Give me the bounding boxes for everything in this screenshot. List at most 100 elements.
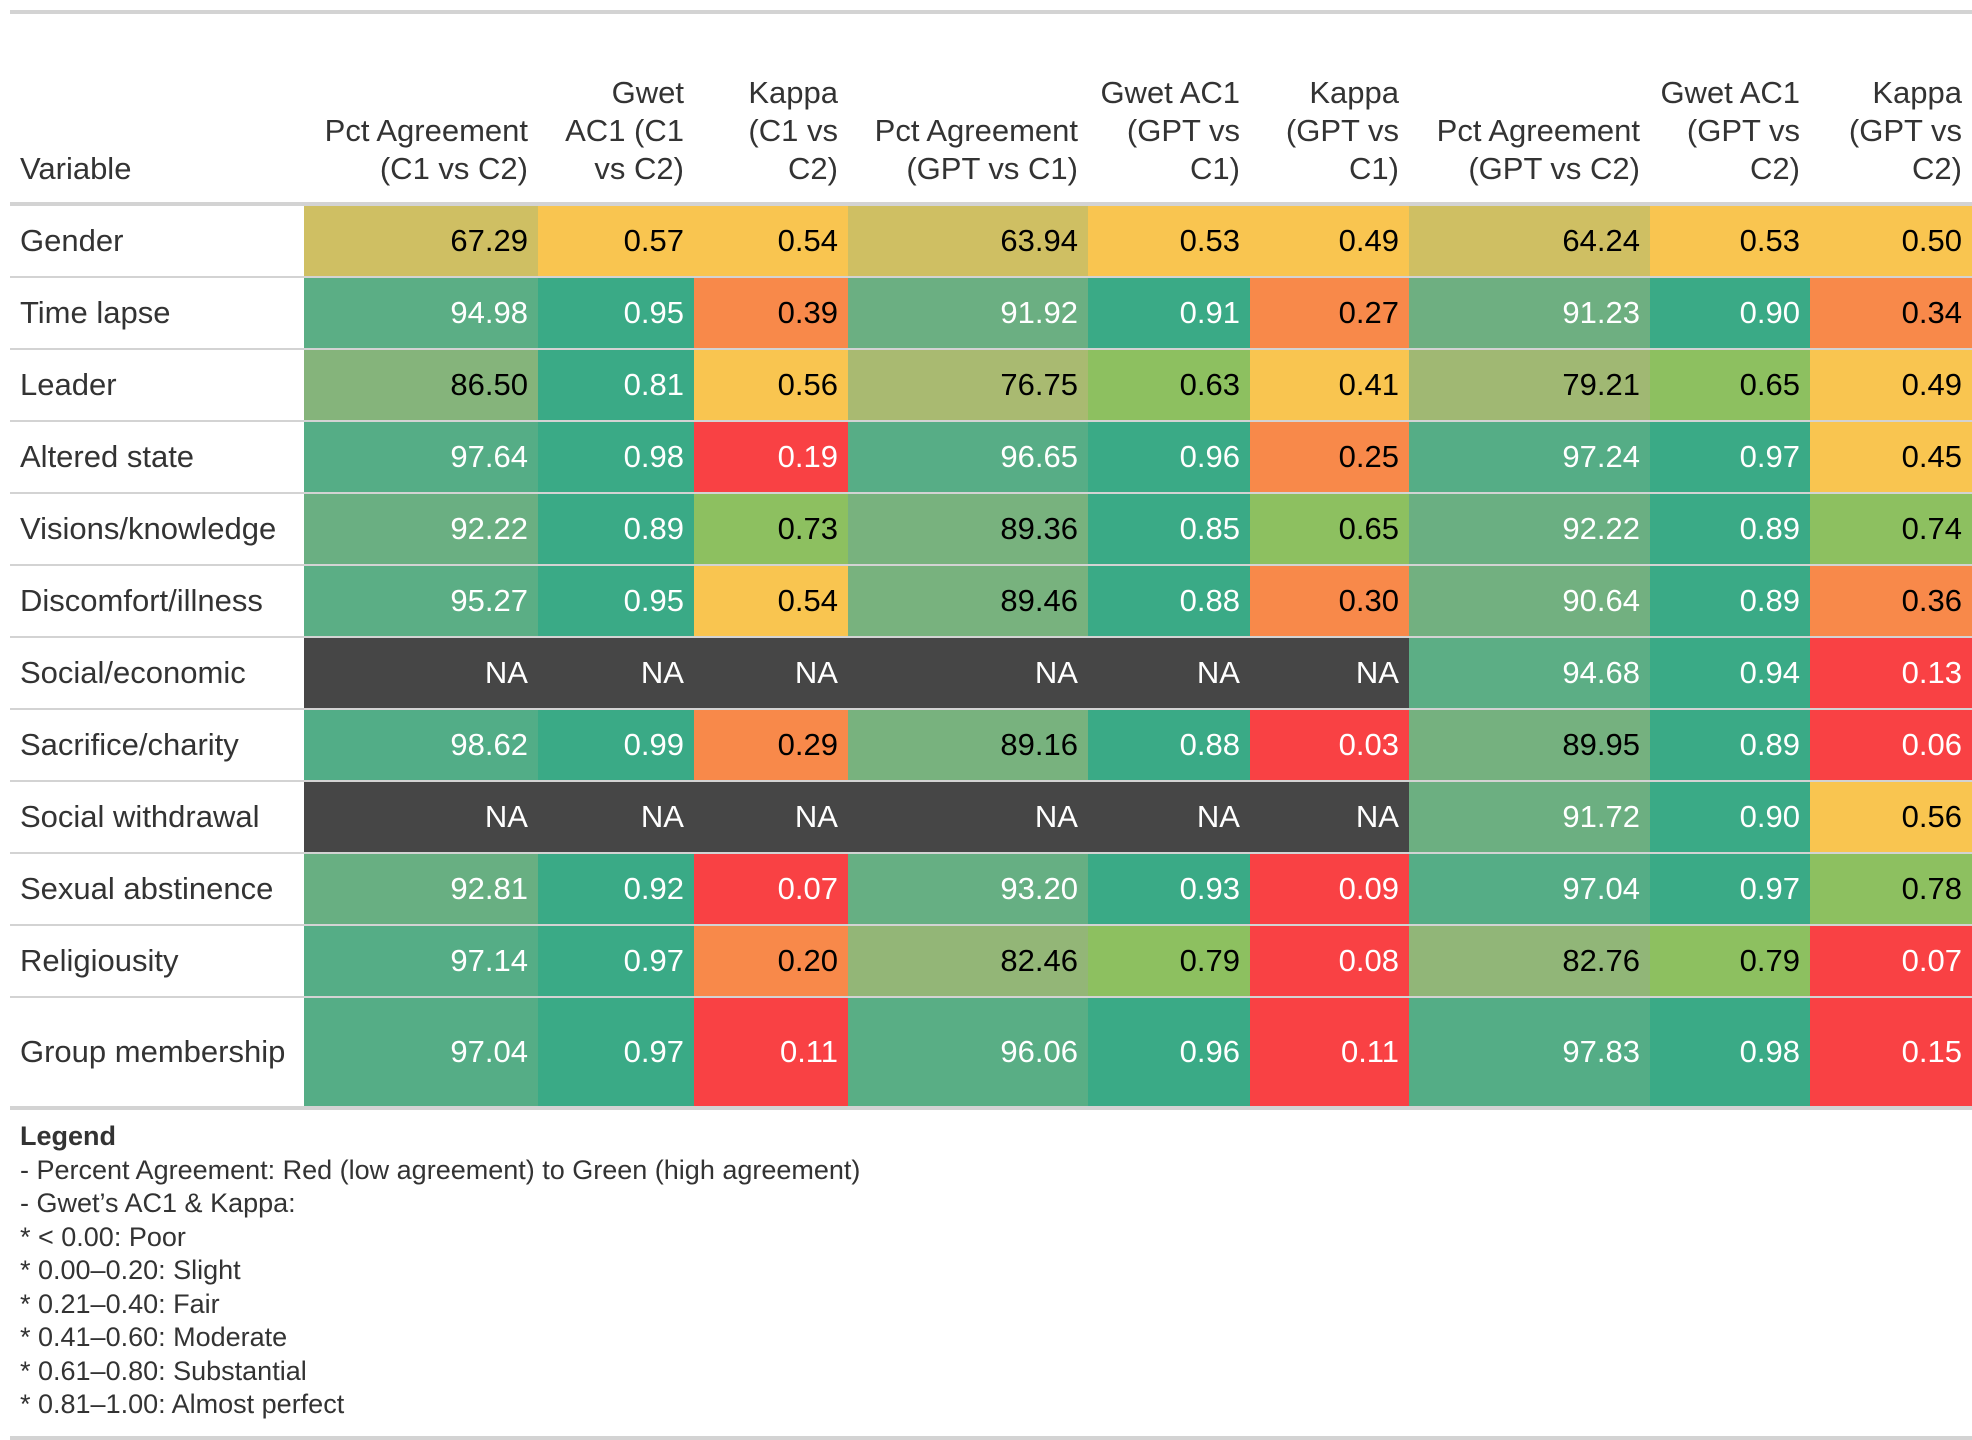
table-row: Religiousity 97.14 0.97 0.20 82.46 0.79 0.08 82… xyxy=(10,925,1972,998)
value-cell: 0.98 xyxy=(538,421,694,494)
value-cell: 76.75 xyxy=(848,349,1088,422)
column-header: Gwet AC1 (GPT vs C1) xyxy=(1100,75,1240,186)
value-cell: 91.92 xyxy=(848,277,1088,350)
value-cell: 89.16 xyxy=(848,709,1088,782)
value-cell: 96.65 xyxy=(848,421,1088,494)
value-cell: 0.74 xyxy=(1810,493,1972,566)
value-cell: NA xyxy=(848,781,1088,854)
value-cell: 0.03 xyxy=(1250,709,1409,782)
value-cell: NA xyxy=(538,637,694,710)
variable-cell: Sacrifice/charity xyxy=(10,709,304,782)
value-cell: 96.06 xyxy=(848,997,1088,1109)
value-cell: 82.76 xyxy=(1409,925,1650,998)
legend-row: Legend - Percent Agreement: Red (low agr… xyxy=(10,1106,1972,1440)
value-cell: 0.56 xyxy=(1810,781,1972,854)
value-cell: 89.36 xyxy=(848,493,1088,566)
value-cell: 92.81 xyxy=(304,853,538,926)
variable-cell: Group membership xyxy=(10,997,304,1109)
value-cell: 97.14 xyxy=(304,925,538,998)
value-cell: 97.24 xyxy=(1409,421,1650,494)
value-cell: 0.85 xyxy=(1088,493,1250,566)
table-row: Time lapse 94.98 0.95 0.39 91.92 0.91 0.27 91.2… xyxy=(10,277,1972,350)
column-header-variable: Variable xyxy=(20,151,132,186)
legend-title: Legend xyxy=(20,1121,117,1151)
value-cell: 0.34 xyxy=(1810,277,1972,350)
table-row: Social/economic NA NA NA NA NA NA 94.68 0.94 0.13 xyxy=(10,637,1972,710)
value-cell: 0.89 xyxy=(1650,565,1810,638)
value-cell: NA xyxy=(1088,781,1250,854)
value-cell: 0.53 xyxy=(1650,204,1810,278)
legend-lines: - Percent Agreement: Red (low agreement)… xyxy=(20,1154,1962,1422)
value-cell: 0.54 xyxy=(694,565,848,638)
variable-cell: Time lapse xyxy=(10,277,304,350)
value-cell: 63.94 xyxy=(848,204,1088,278)
variable-cell: Discomfort/illness xyxy=(10,565,304,638)
value-cell: 89.46 xyxy=(848,565,1088,638)
value-cell: 0.79 xyxy=(1088,925,1250,998)
legend-line: * 0.21–0.40: Fair xyxy=(20,1288,220,1319)
value-cell: NA xyxy=(1250,781,1409,854)
value-cell: 97.64 xyxy=(304,421,538,494)
value-cell: 0.56 xyxy=(694,349,848,422)
value-cell: 0.73 xyxy=(694,493,848,566)
value-cell: 0.94 xyxy=(1650,637,1810,710)
value-cell: 0.98 xyxy=(1650,997,1810,1109)
value-cell: 0.41 xyxy=(1250,349,1409,422)
value-cell: 92.22 xyxy=(1409,493,1650,566)
value-cell: 0.97 xyxy=(1650,421,1810,494)
value-cell: 97.83 xyxy=(1409,997,1650,1109)
value-cell: 0.49 xyxy=(1250,204,1409,278)
value-cell: 0.07 xyxy=(694,853,848,926)
value-cell: 0.97 xyxy=(538,997,694,1109)
value-cell: 0.15 xyxy=(1810,997,1972,1109)
value-cell: 0.49 xyxy=(1810,349,1972,422)
variable-cell: Social withdrawal xyxy=(10,781,304,854)
value-cell: 64.24 xyxy=(1409,204,1650,278)
value-cell: 0.89 xyxy=(1650,709,1810,782)
value-cell: 0.90 xyxy=(1650,781,1810,854)
table-row: Group membership 97.04 0.97 0.11 96.06 0.96 0.… xyxy=(10,997,1972,1109)
column-header: Gwet AC1 (GPT vs C2) xyxy=(1660,75,1800,186)
value-cell: 0.92 xyxy=(538,853,694,926)
value-cell: 0.39 xyxy=(694,277,848,350)
column-header: Pct Agreement (C1 vs C2) xyxy=(324,113,528,186)
value-cell: 0.97 xyxy=(1650,853,1810,926)
value-cell: 0.89 xyxy=(1650,493,1810,566)
value-cell: 0.65 xyxy=(1250,493,1409,566)
value-cell: 0.45 xyxy=(1810,421,1972,494)
value-cell: 0.91 xyxy=(1088,277,1250,350)
value-cell: 79.21 xyxy=(1409,349,1650,422)
value-cell: 0.93 xyxy=(1088,853,1250,926)
value-cell: 0.09 xyxy=(1250,853,1409,926)
value-cell: 0.79 xyxy=(1650,925,1810,998)
value-cell: 0.99 xyxy=(538,709,694,782)
legend-line: * 0.00–0.20: Slight xyxy=(20,1255,241,1285)
variable-cell: Social/economic xyxy=(10,637,304,710)
value-cell: NA xyxy=(304,781,538,854)
agreement-table: Variable Pct Agreement (C1 vs C2) Gwet AC1… xyxy=(10,10,1972,1440)
value-cell: 0.54 xyxy=(694,204,848,278)
table-row: Sexual abstinence 92.81 0.92 0.07 93.20 0.93 0… xyxy=(10,853,1972,926)
value-cell: 0.97 xyxy=(538,925,694,998)
value-cell: 0.25 xyxy=(1250,421,1409,494)
value-cell: 0.06 xyxy=(1810,709,1972,782)
column-header: Kappa (C1 vs C2) xyxy=(748,75,838,186)
header-row: Variable Pct Agreement (C1 vs C2) Gwet AC1… xyxy=(10,12,1972,204)
legend-line: - Percent Agreement: Red (low agreement)… xyxy=(20,1154,861,1185)
table-row: Visions/knowledge 92.22 0.89 0.73 89.36 0.85 0… xyxy=(10,493,1972,566)
value-cell: 91.72 xyxy=(1409,781,1650,854)
value-cell: 0.96 xyxy=(1088,997,1250,1109)
legend-line: * 0.81–1.00: Almost perfect xyxy=(20,1389,345,1419)
value-cell: 67.29 xyxy=(304,204,538,278)
value-cell: NA xyxy=(694,637,848,710)
value-cell: 0.95 xyxy=(538,565,694,638)
variable-cell: Religiousity xyxy=(10,925,304,998)
value-cell: 0.78 xyxy=(1810,853,1972,926)
value-cell: 0.95 xyxy=(538,277,694,350)
value-cell: NA xyxy=(1250,637,1409,710)
column-header: Pct Agreement (GPT vs C1) xyxy=(874,113,1078,186)
value-cell: 0.36 xyxy=(1810,565,1972,638)
table-row: Leader 86.50 0.81 0.56 76.75 0.63 0.41 79.21 0.6… xyxy=(10,349,1972,422)
value-cell: 0.88 xyxy=(1088,709,1250,782)
value-cell: 94.68 xyxy=(1409,637,1650,710)
